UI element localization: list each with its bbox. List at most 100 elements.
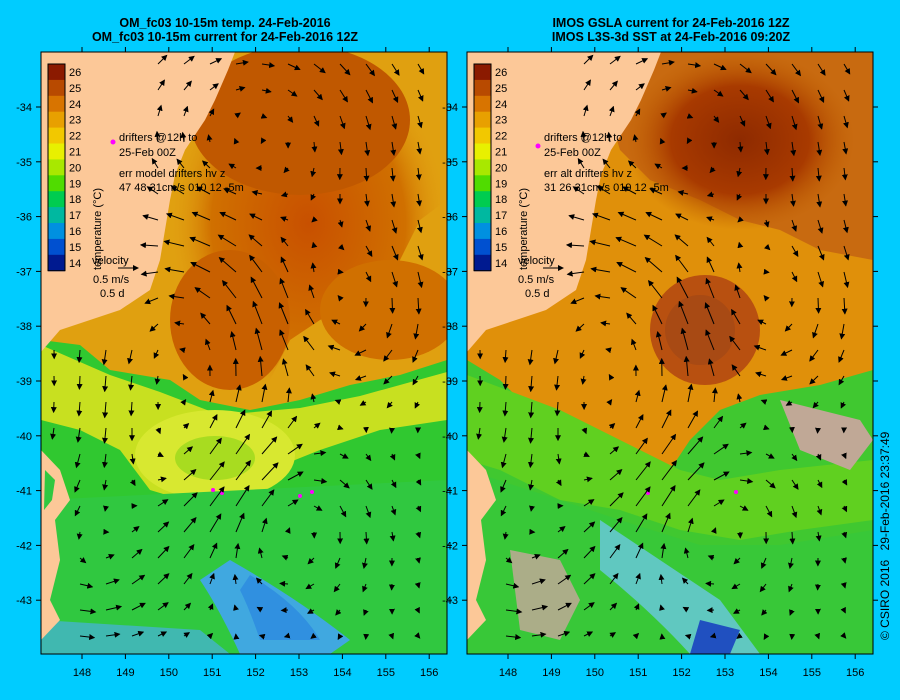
velocity-arrow — [250, 276, 263, 299]
velocity-arrow — [311, 241, 318, 249]
panel-left-title-line2: OM_fc03 10-15m current for 24-Feb-2016 1… — [91, 30, 359, 44]
velocity-arrow — [704, 302, 715, 325]
velocity-arrow — [287, 499, 299, 507]
velocity-arrow — [528, 427, 534, 444]
velocity-vectors-right — [476, 54, 851, 641]
velocity-arrow — [615, 236, 637, 247]
lon-tick-label: 150 — [160, 667, 178, 679]
velocity-arrow — [635, 437, 648, 455]
velocity-arrow — [763, 141, 770, 156]
colorbar-tick: 23 — [69, 115, 81, 127]
velocity-label-left: velocity — [92, 255, 129, 267]
velocity-arrow — [815, 297, 822, 314]
velocity-scale-right-2: 0.5 d — [525, 288, 549, 300]
colorbar-swatch — [474, 111, 491, 129]
velocity-arrow — [390, 141, 397, 156]
velocity-arrow — [609, 55, 621, 65]
colorbar-swatch — [474, 175, 491, 192]
velocity-arrow — [617, 211, 637, 221]
colorbar-swatch — [474, 159, 491, 176]
velocity-arrow — [590, 266, 611, 273]
velocity-arrow — [391, 115, 398, 130]
velocity-arrow — [142, 214, 159, 221]
lat-tick-label: -34 — [16, 102, 32, 114]
velocity-arrow — [687, 383, 694, 403]
velocity-arrow — [780, 375, 793, 381]
velocity-arrow — [527, 453, 534, 469]
velocity-arrow — [583, 499, 595, 507]
panel-right-map — [467, 52, 873, 654]
lon-tick-label: 154 — [759, 667, 777, 679]
velocity-arrow — [817, 63, 826, 76]
lon-tick-label: 155 — [803, 667, 821, 679]
velocity-arrow — [789, 193, 796, 207]
velocity-arrow — [709, 632, 717, 639]
velocity-arrow — [583, 451, 590, 457]
velocity-arrow — [191, 211, 211, 221]
velocity-arrow — [363, 531, 370, 545]
velocity-arrow — [815, 427, 821, 434]
velocity-arrow — [765, 479, 776, 489]
velocity-arrow — [131, 574, 146, 585]
velocity-arrow — [502, 349, 509, 364]
velocity-arrow — [337, 141, 344, 156]
lat-tick-label: -42 — [442, 540, 458, 552]
lon-tick-label: 156 — [420, 667, 438, 679]
velocity-arrow — [391, 245, 399, 261]
colorbar-tick: 23 — [495, 115, 507, 127]
velocity-arrow — [235, 59, 249, 66]
velocity-arrow — [609, 602, 618, 611]
velocity-arrow — [687, 436, 704, 455]
velocity-arrow — [105, 604, 123, 611]
velocity-arrow — [280, 236, 289, 247]
panel-left-title-line1: OM_fc03 10-15m temp. 24-Feb-2016 — [119, 16, 331, 30]
velocity-arrow — [260, 137, 267, 145]
velocity-arrow — [313, 422, 321, 429]
velocity-arrow — [737, 241, 744, 249]
velocity-arrow — [737, 216, 744, 223]
velocity-arrow — [765, 115, 772, 130]
velocity-arrow — [416, 141, 423, 155]
velocity-arrow — [622, 186, 637, 195]
velocity-arrow — [787, 557, 794, 569]
velocity-arrow — [763, 424, 770, 431]
velocity-arrow — [260, 113, 268, 119]
drifters-label-left-1: drifters @12h to — [119, 132, 197, 144]
velocity-arrow — [105, 578, 120, 585]
velocity-arrow — [417, 271, 424, 289]
velocity-arrow — [157, 79, 165, 91]
velocity-arrow — [75, 427, 82, 443]
velocity-arrow — [76, 401, 83, 417]
velocity-arrow — [632, 632, 640, 640]
velocity-arrow — [157, 573, 170, 585]
velocity-arrow — [583, 476, 593, 483]
lat-tick-label: -40 — [442, 431, 458, 443]
velocity-arrow — [414, 606, 420, 614]
velocity-arrow — [365, 115, 372, 131]
velocity-arrow — [386, 401, 393, 409]
velocity-arrow — [154, 375, 161, 385]
velocity-arrow — [383, 375, 393, 385]
velocity-arrow — [580, 130, 587, 143]
velocity-arrow — [632, 134, 639, 143]
velocity-arrow — [278, 302, 289, 325]
velocity-arrow — [234, 542, 241, 559]
colorbar-tick: 18 — [495, 194, 507, 206]
velocity-arrow — [785, 400, 793, 406]
velocity-arrow — [235, 512, 245, 533]
velocity-arrow — [684, 633, 692, 640]
velocity-arrow — [557, 602, 572, 611]
velocity-arrow — [281, 554, 289, 561]
velocity-arrow — [675, 213, 689, 221]
velocity-arrow — [765, 505, 773, 518]
velocity-arrow — [736, 193, 743, 201]
velocity-arrow — [364, 141, 371, 157]
velocity-arrow — [736, 167, 743, 178]
velocity-arrow — [840, 401, 847, 409]
colorbar-tick: 15 — [69, 242, 81, 254]
velocity-arrow — [575, 323, 585, 332]
velocity-arrow — [555, 479, 562, 487]
velocity-arrow — [791, 479, 799, 490]
velocity-arrow — [229, 331, 237, 351]
velocity-arrow — [280, 256, 289, 273]
